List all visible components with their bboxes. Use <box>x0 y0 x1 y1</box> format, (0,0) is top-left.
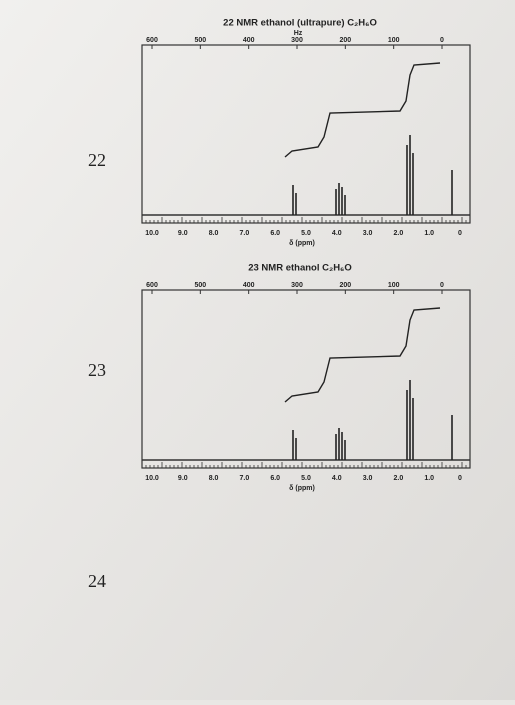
ppm-scale-label: 8.0 <box>209 230 219 237</box>
top-scale-label: 200 <box>339 37 351 44</box>
spectrum-title: 23 NMR ethanol C₂H₆O <box>248 263 352 274</box>
ppm-scale-label: 4.0 <box>332 230 342 237</box>
ppm-scale-label: 0 <box>458 230 462 237</box>
ppm-scale-label: 5.0 <box>301 475 311 482</box>
top-scale-label: 400 <box>243 37 255 44</box>
ppm-scale-label: 2.0 <box>394 475 404 482</box>
top-scale-label: 600 <box>146 37 158 44</box>
top-scale-label: 500 <box>194 37 206 44</box>
top-scale-label: 0 <box>440 282 444 289</box>
ppm-scale-label: 10.0 <box>145 230 159 237</box>
top-scale-label: 400 <box>243 282 255 289</box>
ppm-scale-label: 1.0 <box>424 475 434 482</box>
axis-label: δ (ppm) <box>289 485 315 492</box>
spectrum-panel: 23 NMR ethanol C₂H₆O 600 500 400 300 200 100 0 1… <box>141 263 471 492</box>
question-number: 23 <box>88 360 106 380</box>
question-number: 22 <box>88 150 106 170</box>
ppm-scale-label: 2.0 <box>394 230 404 237</box>
ppm-scale-label: 7.0 <box>240 230 250 237</box>
question-number: 24 <box>88 571 106 591</box>
top-scale-label: 100 <box>388 37 400 44</box>
ppm-scale-label: 3.0 <box>363 230 373 237</box>
ppm-scale-label: 1.0 <box>424 230 434 237</box>
integration-curve <box>284 62 441 158</box>
ppm-scale-label: 7.0 <box>240 475 250 482</box>
top-scale-label: 600 <box>146 282 158 289</box>
top-scale-label: 0 <box>440 37 444 44</box>
unit-label: Hz <box>294 30 303 37</box>
integration-curve <box>284 307 441 403</box>
ppm-scale-label: 0 <box>458 475 462 482</box>
axis-label: δ (ppm) <box>289 240 315 247</box>
top-scale-label: 300 <box>291 37 303 44</box>
ppm-scale-label: 10.0 <box>145 475 159 482</box>
top-scale-label: 300 <box>291 282 303 289</box>
ppm-scale-label: 4.0 <box>332 475 342 482</box>
top-scale-label: 200 <box>339 282 351 289</box>
ppm-scale-label: 9.0 <box>178 230 188 237</box>
ppm-scale-label: 8.0 <box>209 475 219 482</box>
ppm-scale-label: 9.0 <box>178 475 188 482</box>
ppm-scale-label: 6.0 <box>270 230 280 237</box>
ppm-scale-label: 6.0 <box>270 475 280 482</box>
spectrum-title: 22 NMR ethanol (ultrapure) C₂H₆O <box>223 18 377 29</box>
ppm-scale-label: 5.0 <box>301 230 311 237</box>
ppm-scale-label: 3.0 <box>363 475 373 482</box>
top-scale-label: 500 <box>194 282 206 289</box>
top-scale-label: 100 <box>388 282 400 289</box>
